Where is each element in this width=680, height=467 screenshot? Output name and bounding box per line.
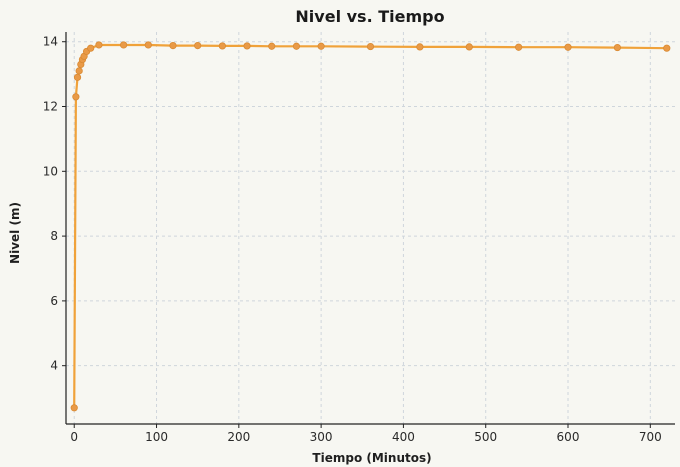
x-tick-label: 700 — [639, 430, 662, 444]
data-point — [515, 43, 523, 51]
data-point — [144, 41, 152, 49]
x-tick-label: 100 — [145, 430, 168, 444]
data-point — [465, 43, 473, 51]
series-line — [73, 43, 667, 408]
data-point — [663, 44, 671, 52]
data-point — [194, 42, 202, 50]
x-tick-label: 200 — [227, 430, 250, 444]
chart-title: Nivel vs. Tiempo — [295, 7, 444, 26]
data-point — [75, 67, 83, 75]
data-point — [243, 42, 251, 50]
x-tick-label: 0 — [70, 430, 78, 444]
y-tick-label: 14 — [43, 35, 58, 49]
axes — [62, 32, 675, 428]
y-tick-label: 8 — [50, 229, 58, 243]
x-tick-label: 500 — [474, 430, 497, 444]
data-point — [95, 41, 103, 49]
y-tick-label: 6 — [50, 294, 58, 308]
tick-labels: 0 100 200 300 400 500 600 700 4 6 8 10 12 14 — [43, 35, 662, 444]
x-tick-label: 600 — [557, 430, 580, 444]
series-layer — [70, 41, 671, 412]
data-point — [73, 73, 82, 81]
x-axis-label: Tiempo (Minutos) — [312, 451, 431, 465]
y-tick-label: 4 — [50, 359, 58, 373]
y-tick-label: 12 — [43, 100, 58, 114]
data-point — [218, 42, 226, 50]
data-point — [366, 42, 375, 51]
data-point — [72, 93, 80, 101]
data-point — [317, 42, 325, 50]
data-point — [70, 404, 78, 412]
data-point — [416, 43, 424, 51]
data-point — [268, 42, 276, 50]
data-point — [292, 42, 301, 50]
data-point — [169, 42, 177, 50]
y-tick-label: 10 — [43, 164, 58, 178]
data-point — [87, 44, 95, 52]
y-axis-label: Nivel (m) — [8, 202, 22, 264]
data-point — [120, 41, 128, 49]
data-point — [613, 43, 621, 52]
data-point — [564, 43, 572, 51]
x-tick-label: 400 — [392, 430, 415, 444]
grid — [66, 32, 675, 424]
x-tick-label: 300 — [310, 430, 333, 444]
